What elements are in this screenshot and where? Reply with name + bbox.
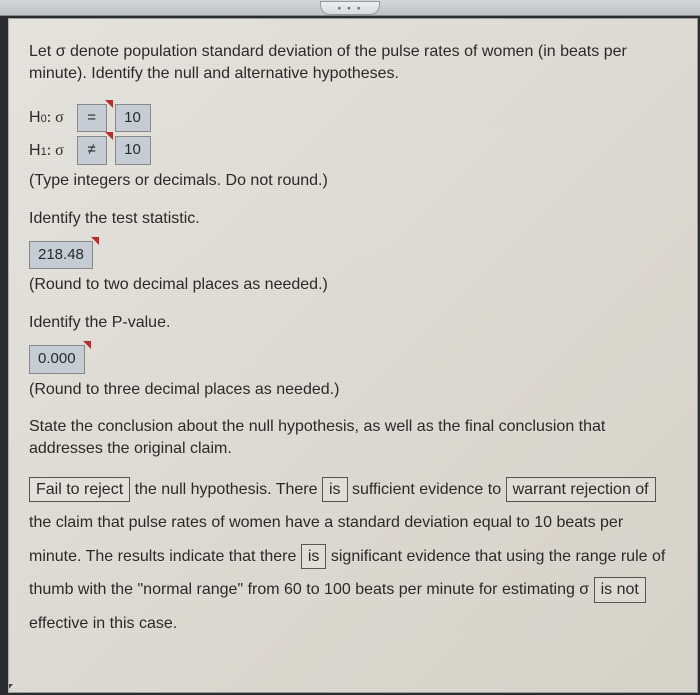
drag-handle[interactable]: • • • xyxy=(320,1,380,15)
question-page: Let σ denote population standard deviati… xyxy=(8,18,698,693)
hyp-note: (Type integers or decimals. Do not round… xyxy=(29,169,677,193)
h1-label: H1: σ xyxy=(29,139,64,163)
h1-row: H1: σ ≠ 10 xyxy=(29,136,677,165)
scroll-down-icon[interactable] xyxy=(8,684,13,690)
h1-operator-value: ≠ xyxy=(77,136,107,165)
test-statistic-row: 218.48 xyxy=(29,241,677,270)
conclusion-answer-1[interactable]: Fail to reject xyxy=(29,477,130,502)
conclusion-answer-5[interactable]: is not xyxy=(594,577,646,602)
pvalue-note: (Round to three decimal places as needed… xyxy=(29,378,677,402)
h0-row: H0: σ = 10 xyxy=(29,104,677,133)
conclusion-answer-2[interactable]: is xyxy=(322,477,348,502)
dropdown-marker-icon xyxy=(83,341,91,349)
dropdown-marker-icon xyxy=(105,132,113,140)
conclusion-text: effective in this case. xyxy=(29,615,177,632)
conclusion-block: Fail to reject the null hypothesis. Ther… xyxy=(29,473,677,641)
h1-value-input[interactable]: 10 xyxy=(115,136,151,165)
h0-label: H0: σ xyxy=(29,106,64,130)
conclusion-text: sufficient evidence to xyxy=(348,481,506,498)
test-statistic-label: Identify the test statistic. xyxy=(29,207,677,231)
handle-dots-icon: • • • xyxy=(338,3,362,13)
pvalue-value: 0.000 xyxy=(29,345,85,374)
h1-operator-dropdown[interactable]: ≠ xyxy=(77,136,107,165)
pvalue-label: Identify the P-value. xyxy=(29,311,677,335)
test-statistic-note: (Round to two decimal places as needed.) xyxy=(29,273,677,297)
pvalue-input[interactable]: 0.000 xyxy=(29,345,85,374)
dropdown-marker-icon xyxy=(91,237,99,245)
conclusion-answer-3[interactable]: warrant rejection of xyxy=(506,477,656,502)
pvalue-row: 0.000 xyxy=(29,345,677,374)
page-wrapper: Let σ denote population standard deviati… xyxy=(0,16,700,695)
test-statistic-input[interactable]: 218.48 xyxy=(29,241,93,270)
h0-value-input[interactable]: 10 xyxy=(115,104,151,133)
h0-operator-dropdown[interactable]: = xyxy=(77,104,107,133)
dropdown-marker-icon xyxy=(105,100,113,108)
test-statistic-value: 218.48 xyxy=(29,241,93,270)
h0-operator-value: = xyxy=(77,104,107,133)
conclusion-intro: State the conclusion about the null hypo… xyxy=(29,416,677,461)
intro-text: Let σ denote population standard deviati… xyxy=(29,41,677,86)
conclusion-text: the null hypothesis. There xyxy=(130,481,322,498)
top-tab-bar: • • • xyxy=(0,0,700,16)
conclusion-answer-4[interactable]: is xyxy=(301,544,327,569)
